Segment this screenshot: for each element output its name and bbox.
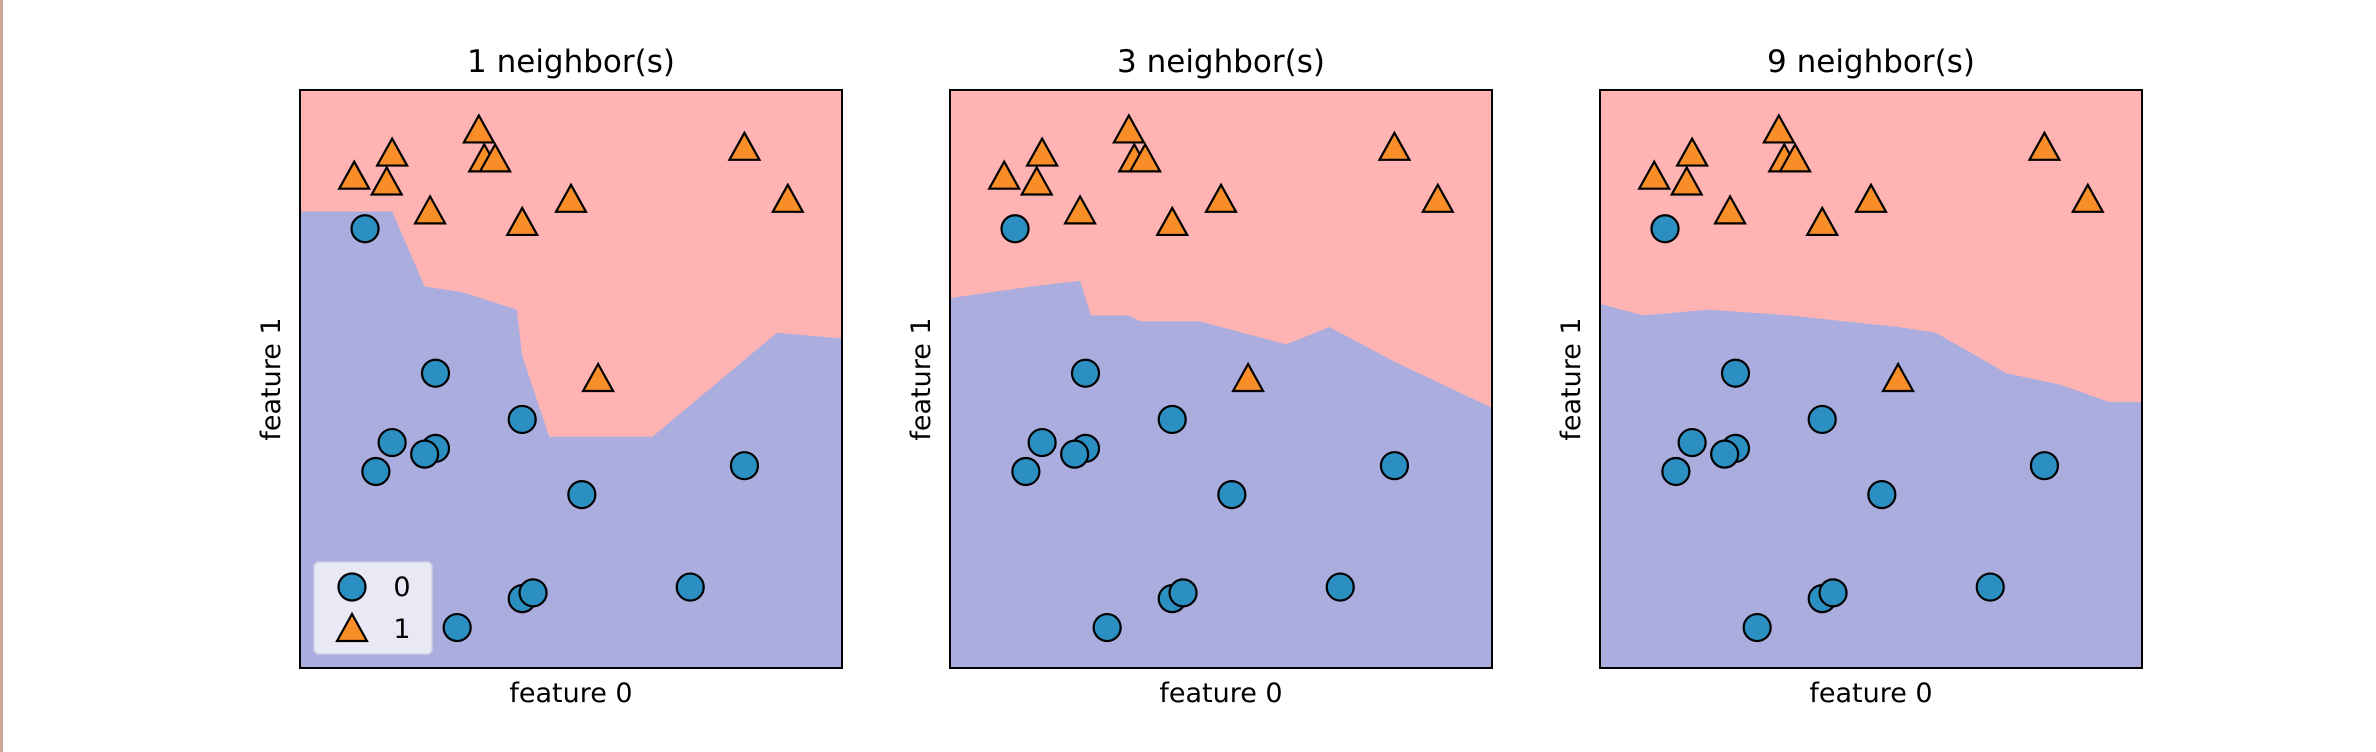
- class-0-point: [1975, 572, 2005, 602]
- class-1-point: [1204, 182, 1238, 213]
- class-1-point: [369, 165, 404, 196]
- class-1-point: [1854, 182, 1888, 213]
- class-1-point: [2070, 182, 2105, 213]
- class-1-point: [1761, 113, 1796, 144]
- y-axis-label: feature 1: [1556, 317, 1587, 440]
- class-1-point: [375, 136, 410, 167]
- legend-marker-1: [335, 611, 369, 643]
- class-0-point: [1092, 612, 1122, 643]
- class-1-point: [1377, 130, 1412, 161]
- left-edge-line: [0, 0, 3, 752]
- class-0-point: [1000, 214, 1030, 244]
- y-axis-label: feature 1: [906, 317, 937, 440]
- class-0-point: [1325, 572, 1355, 602]
- legend-label: 0: [393, 572, 410, 603]
- class-0-point: [1379, 451, 1410, 481]
- class-1-point: [1669, 165, 1704, 196]
- class-1-point: [1111, 113, 1146, 144]
- class-0-point: [1742, 612, 1772, 643]
- chart-title: 3 neighbor(s): [1117, 44, 1325, 80]
- class-0-point: [2029, 451, 2060, 481]
- class-1-point: [554, 182, 588, 213]
- chart-title: 1 neighbor(s): [467, 44, 675, 80]
- class-0-point: [1650, 214, 1680, 244]
- class-0-point: [442, 612, 472, 643]
- legend-label: 1: [393, 614, 410, 645]
- class-0-point: [1011, 456, 1041, 487]
- class-1-point: [1063, 194, 1097, 225]
- class-0-point: [675, 572, 705, 602]
- legend-marker-0: [337, 572, 367, 602]
- class-1-point: [337, 159, 372, 190]
- class-1-point: [505, 205, 540, 237]
- class-1-point: [1675, 136, 1710, 167]
- class-0-point: [1720, 358, 1751, 388]
- class-0-point: [507, 404, 537, 435]
- class-0-point: [377, 427, 407, 458]
- subplot-3: 9 neighbor(s) feature 0 feature 1: [1556, 44, 2143, 709]
- class-1-point: [1019, 165, 1054, 196]
- class-0-point: [1217, 480, 1247, 510]
- class-0-point: [350, 214, 380, 244]
- y-axis-label: feature 1: [256, 317, 287, 440]
- class-0-point: [361, 456, 391, 487]
- axes-frame: [949, 89, 1493, 669]
- class-0-point: [567, 480, 597, 510]
- class-1-point: [1420, 182, 1455, 213]
- class-0-point: [1157, 404, 1187, 435]
- class-0-point: [1807, 404, 1837, 435]
- class-1-point: [1778, 142, 1812, 173]
- class-0-point: [410, 439, 440, 469]
- class-0-point: [1027, 427, 1057, 458]
- class-1-point: [2027, 130, 2062, 161]
- class-0-point: [518, 578, 548, 608]
- class-0-region: [300, 211, 842, 668]
- class-0-point: [1661, 456, 1691, 487]
- legend: 01: [313, 561, 433, 655]
- class-0-point: [1070, 358, 1101, 388]
- class-1-point: [1713, 194, 1747, 225]
- class-0-point: [1060, 439, 1090, 469]
- legend-box: [313, 561, 433, 655]
- axes-frame: [299, 89, 843, 669]
- subplot-2: 3 neighbor(s) feature 0 feature 1: [906, 44, 1493, 709]
- class-1-point: [581, 361, 615, 393]
- class-1-point: [1881, 361, 1915, 393]
- class-1-point: [1155, 205, 1190, 237]
- x-axis-label: feature 0: [1809, 678, 1932, 709]
- class-1-point: [478, 142, 512, 173]
- class-0-point: [420, 358, 451, 388]
- class-0-point: [1710, 439, 1740, 469]
- class-1-point: [1231, 361, 1265, 393]
- class-1-point: [413, 194, 447, 225]
- x-axis-label: feature 0: [509, 678, 632, 709]
- class-1-point: [461, 113, 496, 144]
- class-1-point: [727, 130, 762, 161]
- x-axis-label: feature 0: [1159, 678, 1282, 709]
- class-1-point: [1637, 159, 1672, 190]
- class-0-point: [1867, 480, 1897, 510]
- class-0-point: [729, 451, 760, 481]
- class-1-point: [987, 159, 1022, 190]
- class-0-point: [1168, 578, 1198, 608]
- class-1-point: [1805, 205, 1840, 237]
- class-0-point: [1818, 578, 1848, 608]
- class-0-point: [1677, 427, 1707, 458]
- axes-frame: [1599, 89, 2143, 669]
- class-1-point: [770, 182, 805, 213]
- chart-title: 9 neighbor(s): [1767, 44, 1975, 80]
- class-1-point: [1128, 142, 1162, 173]
- class-1-point: [1025, 136, 1060, 167]
